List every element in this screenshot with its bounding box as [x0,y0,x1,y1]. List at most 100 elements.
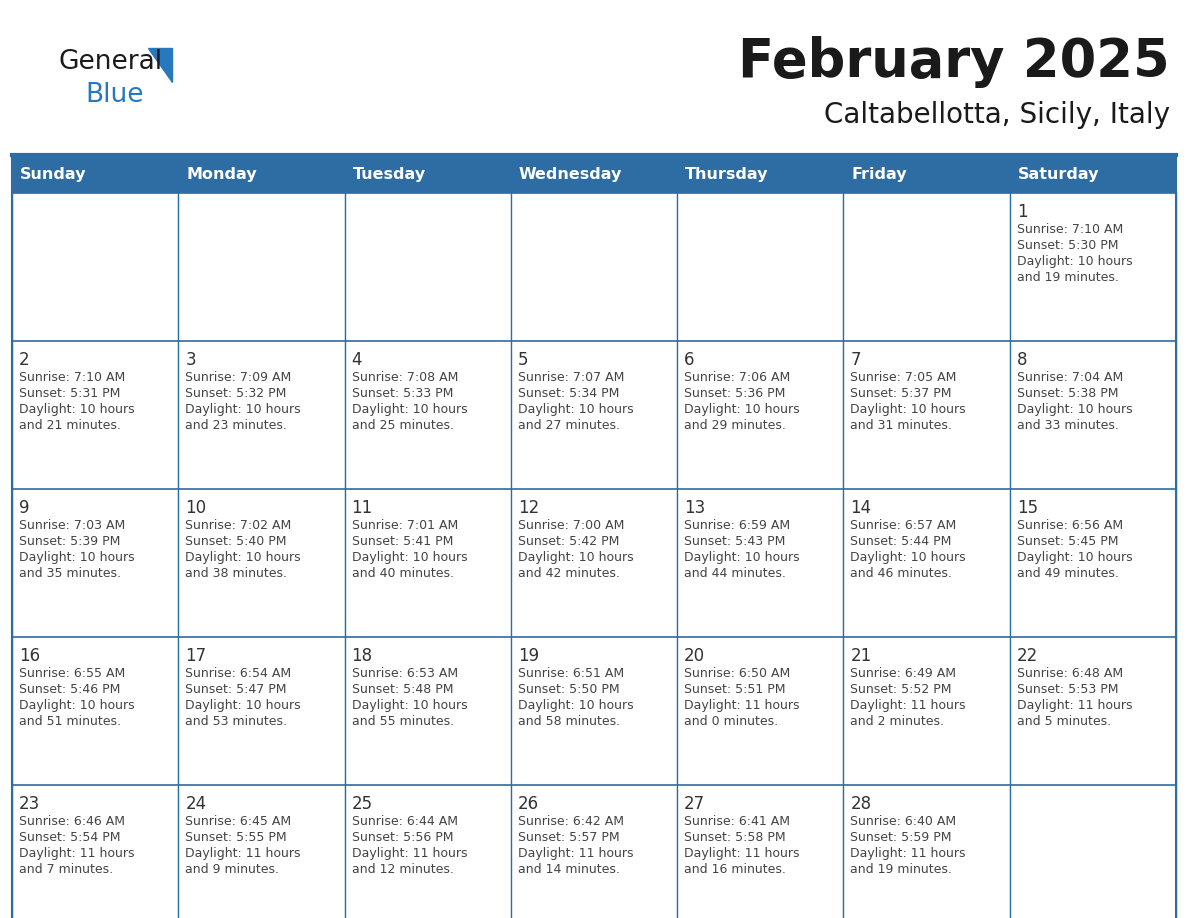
Text: Monday: Monday [187,166,257,182]
Text: February 2025: February 2025 [739,36,1170,88]
Bar [678,490,842,636]
Text: 3: 3 [185,351,196,369]
Bar [1011,342,1175,488]
Text: Sunset: 5:50 PM: Sunset: 5:50 PM [518,683,619,696]
Text: Sunrise: 6:57 AM: Sunrise: 6:57 AM [851,519,956,532]
Text: Daylight: 11 hours: Daylight: 11 hours [851,847,966,860]
Text: Wednesday: Wednesday [519,166,623,182]
Text: Sunrise: 6:46 AM: Sunrise: 6:46 AM [19,815,125,828]
Bar [678,786,842,918]
Text: Daylight: 11 hours: Daylight: 11 hours [684,847,800,860]
Text: Sunrise: 7:00 AM: Sunrise: 7:00 AM [518,519,624,532]
Text: and 25 minutes.: and 25 minutes. [352,419,454,432]
Text: and 53 minutes.: and 53 minutes. [185,715,287,728]
Bar [179,490,343,636]
Text: 20: 20 [684,647,706,665]
Text: Sunrise: 7:04 AM: Sunrise: 7:04 AM [1017,371,1123,384]
Text: and 44 minutes.: and 44 minutes. [684,567,786,580]
Text: and 46 minutes.: and 46 minutes. [851,567,953,580]
Text: Sunrise: 6:41 AM: Sunrise: 6:41 AM [684,815,790,828]
Text: Daylight: 10 hours: Daylight: 10 hours [851,551,966,564]
Bar [13,194,177,340]
Text: Sunrise: 6:53 AM: Sunrise: 6:53 AM [352,667,457,680]
Bar [179,786,343,918]
Text: Daylight: 10 hours: Daylight: 10 hours [352,699,467,712]
Text: Sunset: 5:36 PM: Sunset: 5:36 PM [684,387,785,400]
Bar [346,194,510,340]
Text: 24: 24 [185,795,207,813]
Bar [1011,638,1175,784]
Text: Sunrise: 6:59 AM: Sunrise: 6:59 AM [684,519,790,532]
Text: Daylight: 11 hours: Daylight: 11 hours [851,699,966,712]
Text: 11: 11 [352,499,373,517]
Text: and 16 minutes.: and 16 minutes. [684,863,786,876]
Text: Sunset: 5:34 PM: Sunset: 5:34 PM [518,387,619,400]
Bar [179,342,343,488]
Text: 16: 16 [19,647,40,665]
Text: Sunset: 5:47 PM: Sunset: 5:47 PM [185,683,286,696]
Bar [678,194,842,340]
Text: Sunrise: 7:08 AM: Sunrise: 7:08 AM [352,371,457,384]
Text: 25: 25 [352,795,373,813]
Bar [12,193,1176,918]
Bar [346,786,510,918]
Bar [179,638,343,784]
Text: 15: 15 [1017,499,1038,517]
Text: Daylight: 10 hours: Daylight: 10 hours [19,403,134,416]
Text: Saturday: Saturday [1018,166,1099,182]
Text: Sunset: 5:43 PM: Sunset: 5:43 PM [684,535,785,548]
Text: Daylight: 10 hours: Daylight: 10 hours [19,699,134,712]
Text: Daylight: 10 hours: Daylight: 10 hours [1017,403,1132,416]
Text: Sunrise: 6:44 AM: Sunrise: 6:44 AM [352,815,457,828]
Bar [13,490,177,636]
Text: Daylight: 10 hours: Daylight: 10 hours [19,551,134,564]
Text: and 12 minutes.: and 12 minutes. [352,863,454,876]
Text: Sunset: 5:48 PM: Sunset: 5:48 PM [352,683,453,696]
Text: Sunset: 5:46 PM: Sunset: 5:46 PM [19,683,120,696]
Text: Sunset: 5:56 PM: Sunset: 5:56 PM [352,831,453,844]
Text: Sunset: 5:42 PM: Sunset: 5:42 PM [518,535,619,548]
Text: Daylight: 10 hours: Daylight: 10 hours [185,699,301,712]
Text: 18: 18 [352,647,373,665]
Text: Daylight: 10 hours: Daylight: 10 hours [185,551,301,564]
Text: Daylight: 10 hours: Daylight: 10 hours [1017,255,1132,268]
Bar [346,490,510,636]
Text: and 0 minutes.: and 0 minutes. [684,715,778,728]
Text: Sunset: 5:45 PM: Sunset: 5:45 PM [1017,535,1118,548]
Text: Sunset: 5:39 PM: Sunset: 5:39 PM [19,535,120,548]
Text: Daylight: 11 hours: Daylight: 11 hours [352,847,467,860]
Text: and 9 minutes.: and 9 minutes. [185,863,279,876]
Text: Sunset: 5:53 PM: Sunset: 5:53 PM [1017,683,1118,696]
Text: Sunset: 5:31 PM: Sunset: 5:31 PM [19,387,120,400]
Text: 12: 12 [518,499,539,517]
Bar [1011,194,1175,340]
Text: and 33 minutes.: and 33 minutes. [1017,419,1119,432]
Text: Sunset: 5:59 PM: Sunset: 5:59 PM [851,831,952,844]
Text: and 49 minutes.: and 49 minutes. [1017,567,1119,580]
Bar [179,194,343,340]
Bar [845,490,1009,636]
Text: Sunday: Sunday [20,166,87,182]
Text: and 7 minutes.: and 7 minutes. [19,863,113,876]
Text: and 38 minutes.: and 38 minutes. [185,567,287,580]
Text: Blue: Blue [86,82,144,108]
Text: Sunrise: 7:10 AM: Sunrise: 7:10 AM [19,371,125,384]
Text: Sunset: 5:44 PM: Sunset: 5:44 PM [851,535,952,548]
Text: Sunrise: 7:03 AM: Sunrise: 7:03 AM [19,519,125,532]
Text: Daylight: 10 hours: Daylight: 10 hours [1017,551,1132,564]
Bar [0,0,1188,155]
Text: Thursday: Thursday [685,166,769,182]
Bar [1011,490,1175,636]
Text: Daylight: 10 hours: Daylight: 10 hours [851,403,966,416]
Text: Daylight: 10 hours: Daylight: 10 hours [518,699,633,712]
Text: 5: 5 [518,351,529,369]
Text: 21: 21 [851,647,872,665]
Bar [845,194,1009,340]
Text: 17: 17 [185,647,207,665]
Text: and 55 minutes.: and 55 minutes. [352,715,454,728]
Text: and 31 minutes.: and 31 minutes. [851,419,953,432]
Text: Sunset: 5:41 PM: Sunset: 5:41 PM [352,535,453,548]
Text: Daylight: 10 hours: Daylight: 10 hours [352,551,467,564]
Text: Sunset: 5:33 PM: Sunset: 5:33 PM [352,387,453,400]
Text: and 42 minutes.: and 42 minutes. [518,567,620,580]
